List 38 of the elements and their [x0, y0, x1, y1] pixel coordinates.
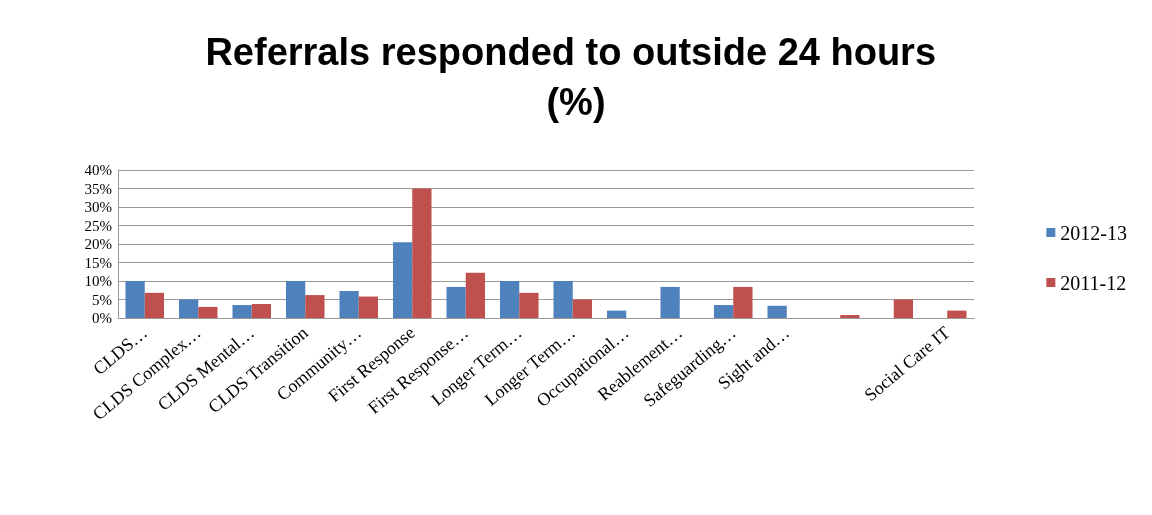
- y-tick-label: 15%: [84, 254, 112, 271]
- bar: [660, 286, 680, 318]
- bar: [947, 310, 967, 318]
- y-tick-label: 40%: [84, 162, 112, 178]
- bar: [412, 188, 432, 318]
- bar: [519, 292, 539, 318]
- y-tick-label: 25%: [84, 217, 112, 234]
- y-tick-label: 10%: [84, 273, 112, 289]
- bar: [125, 281, 145, 318]
- bar: [553, 281, 573, 318]
- bar: [232, 305, 252, 318]
- chart-title: Referrals responded to outside 24 hours (%): [205, 31, 947, 123]
- bar: [305, 295, 325, 318]
- bar: [499, 281, 520, 318]
- bar: [606, 310, 627, 318]
- bar: [572, 299, 593, 318]
- bar: [465, 272, 486, 318]
- bar: [251, 303, 272, 318]
- y-tick-label: 5%: [92, 291, 112, 308]
- y-tick-label: 35%: [84, 180, 112, 197]
- y-tick-label: 0%: [92, 310, 112, 326]
- bar: [392, 242, 413, 318]
- legend-label: 2012-13: [1060, 221, 1128, 244]
- bar: [713, 305, 734, 318]
- bar: [733, 286, 753, 318]
- bar: [893, 299, 914, 318]
- bar: [446, 286, 466, 318]
- bar: [144, 292, 165, 318]
- bar: [198, 306, 218, 318]
- y-tick-label: 30%: [84, 199, 112, 215]
- bar: [339, 290, 359, 318]
- legend-label: 2011-12: [1060, 271, 1127, 294]
- bar: [358, 296, 379, 318]
- bar: [178, 299, 199, 318]
- bar: [767, 305, 787, 318]
- y-tick-label: 20%: [84, 236, 112, 252]
- bar: [285, 281, 306, 318]
- bar: [840, 315, 860, 318]
